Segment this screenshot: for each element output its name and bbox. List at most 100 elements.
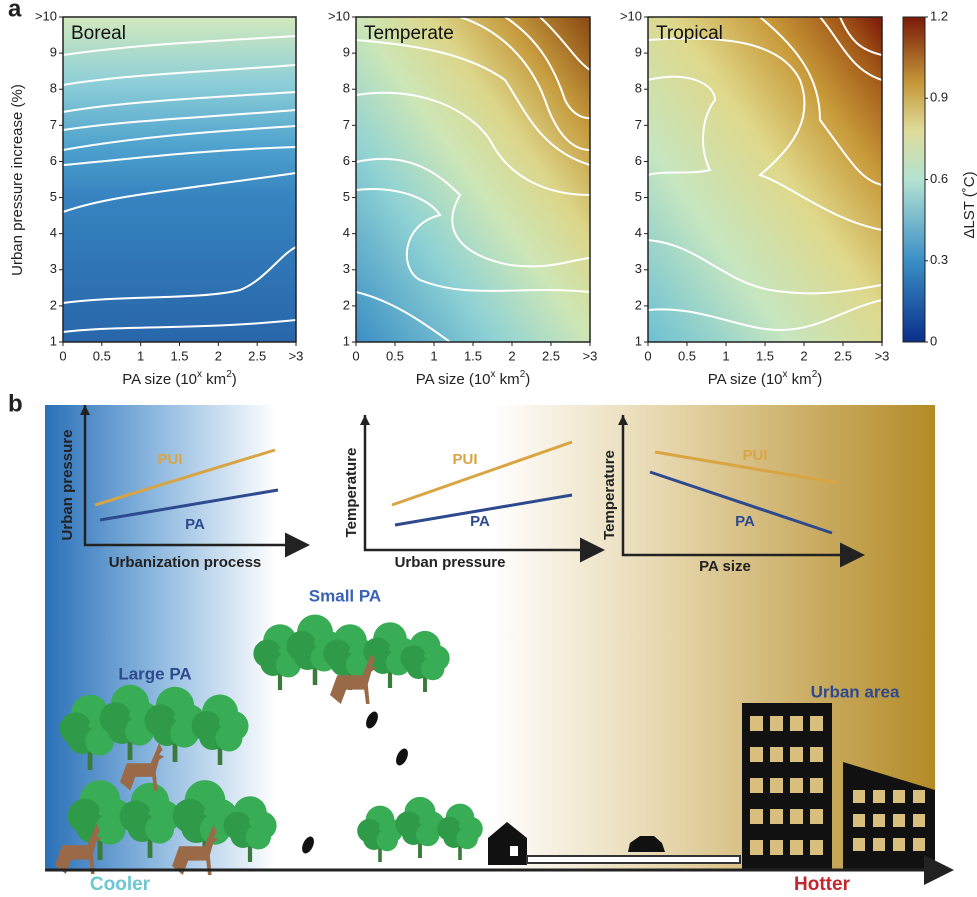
mini-axis-arrow <box>80 405 90 415</box>
scene <box>55 614 935 875</box>
tree-trunk <box>423 672 427 692</box>
x-tick-label: 1 <box>430 348 437 363</box>
pa-line <box>394 493 573 527</box>
y-tick-label: 3 <box>50 261 57 276</box>
x-tick-label: 1.5 <box>756 348 774 363</box>
tree-trunk <box>147 834 153 858</box>
x-tick-label: >3 <box>289 348 304 363</box>
x-tick-label: 2 <box>800 348 807 363</box>
y-tick-label: 5 <box>635 189 642 204</box>
x-axis-label-part: km <box>496 371 520 388</box>
y-tick-label: >10 <box>35 8 57 23</box>
building-window <box>750 716 763 731</box>
pa-label: PA <box>185 516 205 533</box>
y-tick-label: >10 <box>328 8 350 23</box>
building-window <box>893 814 905 827</box>
y-tick-label: 8 <box>343 81 350 96</box>
y-tick-label: 9 <box>50 45 57 60</box>
tree-crown <box>421 656 445 681</box>
deer <box>55 823 102 874</box>
pui-line <box>654 450 839 485</box>
building-window <box>750 840 763 855</box>
x-tick-label: 0 <box>352 348 359 363</box>
y-tick-label: 3 <box>635 261 642 276</box>
building-window <box>873 838 885 851</box>
pui-line <box>391 440 573 507</box>
mini-y-label: Urban pressure <box>59 430 76 541</box>
y-tick-label: 1 <box>50 333 57 348</box>
x-axis-label-part: ) <box>525 371 530 388</box>
mini-x-label: PA size <box>699 558 751 575</box>
building-window <box>810 747 823 762</box>
x-tick-label: 1.5 <box>170 348 188 363</box>
tree-trunk <box>127 736 133 760</box>
building-window <box>810 778 823 793</box>
x-tick-label: >3 <box>583 348 598 363</box>
panel-title: Tropical <box>656 23 723 44</box>
mini-y-label: Temperature <box>601 450 618 540</box>
tree-trunk <box>97 834 103 860</box>
colorbar-tick-label: 0 <box>930 333 937 348</box>
tree <box>191 694 249 765</box>
tree-trunk <box>277 669 283 690</box>
building-window <box>893 790 905 803</box>
mini-axis-arrow <box>360 415 370 425</box>
tree-trunk <box>247 841 253 862</box>
building-window <box>853 790 865 803</box>
x-tick-label: 0 <box>644 348 651 363</box>
large-pa-label: Large PA <box>118 664 191 683</box>
building-window <box>770 716 783 731</box>
building-window <box>810 840 823 855</box>
urban-area-label: Urban area <box>811 682 900 701</box>
building-window <box>750 778 763 793</box>
tree-trunk <box>458 842 462 860</box>
tree <box>223 796 277 862</box>
tree-crown <box>215 724 243 752</box>
road <box>526 855 741 864</box>
mini-x-label: Urbanization process <box>109 554 262 571</box>
x-axis-label-part: PA size (10 <box>416 371 491 388</box>
building-window <box>893 838 905 851</box>
y-tick-label: 3 <box>343 261 350 276</box>
building-window <box>790 778 803 793</box>
y-tick-label: 7 <box>343 117 350 132</box>
x-tick-label: 0.5 <box>93 348 111 363</box>
colorbar <box>902 16 926 343</box>
building-window <box>913 814 925 827</box>
building-window <box>913 790 925 803</box>
building-window <box>770 747 783 762</box>
x-tick-label: 2 <box>215 348 222 363</box>
deer <box>330 653 377 704</box>
x-axis-label-part: PA size (10 <box>122 371 197 388</box>
panel-label: a <box>8 0 22 22</box>
x-tick-label: 1.5 <box>464 348 482 363</box>
x-axis-label-part: 2 <box>226 369 232 380</box>
x-axis-label-part: x <box>197 369 202 380</box>
panel-title: Boreal <box>71 23 126 44</box>
building-window <box>790 716 803 731</box>
pa-label: PA <box>735 513 755 530</box>
x-axis-label-part: 2 <box>812 369 818 380</box>
y-tick-label: 2 <box>635 297 642 312</box>
mini-axes <box>83 405 310 558</box>
building-window <box>790 809 803 824</box>
x-tick-label: 1 <box>137 348 144 363</box>
tree-trunk <box>312 662 318 685</box>
contour-temperate <box>356 17 590 342</box>
pui-label: PUI <box>157 451 182 468</box>
y-tick-label: 5 <box>343 189 350 204</box>
tree-crown <box>376 829 399 852</box>
y-tick-label: 6 <box>343 153 350 168</box>
mini-axes <box>363 415 605 563</box>
x-axis-label-part: x <box>783 369 788 380</box>
building-window <box>790 747 803 762</box>
y-tick-label: 6 <box>50 153 57 168</box>
tree-trunk <box>87 746 93 770</box>
cooler-label: Cooler <box>90 874 151 895</box>
x-axis-label-part: 2 <box>520 369 526 380</box>
building-window <box>770 840 783 855</box>
tree <box>400 630 450 692</box>
building-window <box>873 814 885 827</box>
pui-label: PUI <box>452 451 477 468</box>
